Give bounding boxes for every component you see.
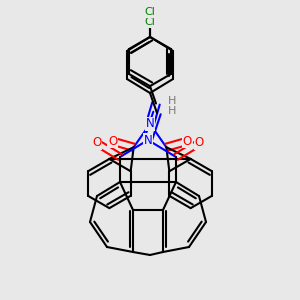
Text: N: N bbox=[144, 134, 152, 146]
Text: O: O bbox=[194, 136, 204, 149]
Text: Cl: Cl bbox=[145, 7, 155, 17]
Text: O: O bbox=[108, 135, 117, 148]
Text: N: N bbox=[146, 117, 154, 130]
Text: H: H bbox=[168, 106, 176, 116]
Text: Cl: Cl bbox=[145, 17, 155, 27]
Text: O: O bbox=[183, 135, 192, 148]
Text: H: H bbox=[167, 95, 176, 106]
Text: O: O bbox=[92, 136, 102, 149]
